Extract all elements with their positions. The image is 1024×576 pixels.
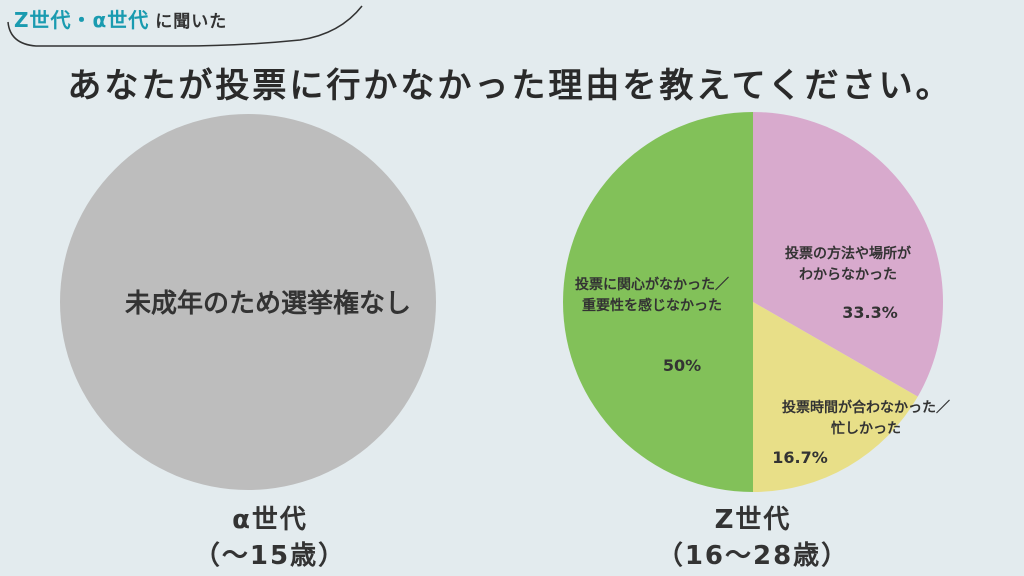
alpha-generation-name: α世代	[232, 505, 308, 535]
header-swoosh	[7, 5, 363, 47]
alpha-generation-age: （〜15歳）	[193, 541, 347, 571]
alpha-generation-label: α世代 （〜15歳）	[170, 502, 370, 574]
pie-slice-z-time-busy	[753, 302, 918, 492]
page-title: あなたが投票に行かなかった理由を教えてください。	[67, 66, 953, 106]
z-slice-label-1-line-0: 投票時間が合わなかった／	[782, 399, 950, 416]
z-slice-value-0: 33.3%	[842, 303, 898, 322]
pie-slice-alpha-no-vote-right	[60, 114, 436, 490]
z-generation-label: Z世代 （16〜28歳）	[653, 502, 853, 574]
z-slice-label-2-line-0: 投票に関心がなかった／	[575, 276, 729, 293]
header-tag: Z世代・α世代 に聞いた	[14, 4, 227, 33]
z-slice-label-1-line-1: 忙しかった	[831, 420, 901, 437]
pie-slice-z-no-interest	[563, 112, 753, 492]
z-slice-value-1: 16.7%	[772, 448, 828, 467]
z-generation-age: （16〜28歳）	[656, 541, 850, 571]
z-slice-value-2: 50%	[663, 356, 701, 375]
z-slice-label-2-line-1: 重要性を感じなかった	[582, 297, 722, 314]
z-slice-label-0-line-1: わからなかった	[799, 267, 897, 283]
pie-slice-z-method-unknown	[753, 112, 943, 397]
z-slice-label-0-line-0: 投票の方法や場所が	[785, 245, 912, 262]
z-generation-name: Z世代	[714, 505, 792, 535]
header-tag-generations: Z世代・α世代	[14, 8, 150, 32]
header-tag-asked: に聞いた	[155, 12, 228, 32]
alpha-center-label: 未成年のため選挙権なし	[125, 288, 411, 319]
